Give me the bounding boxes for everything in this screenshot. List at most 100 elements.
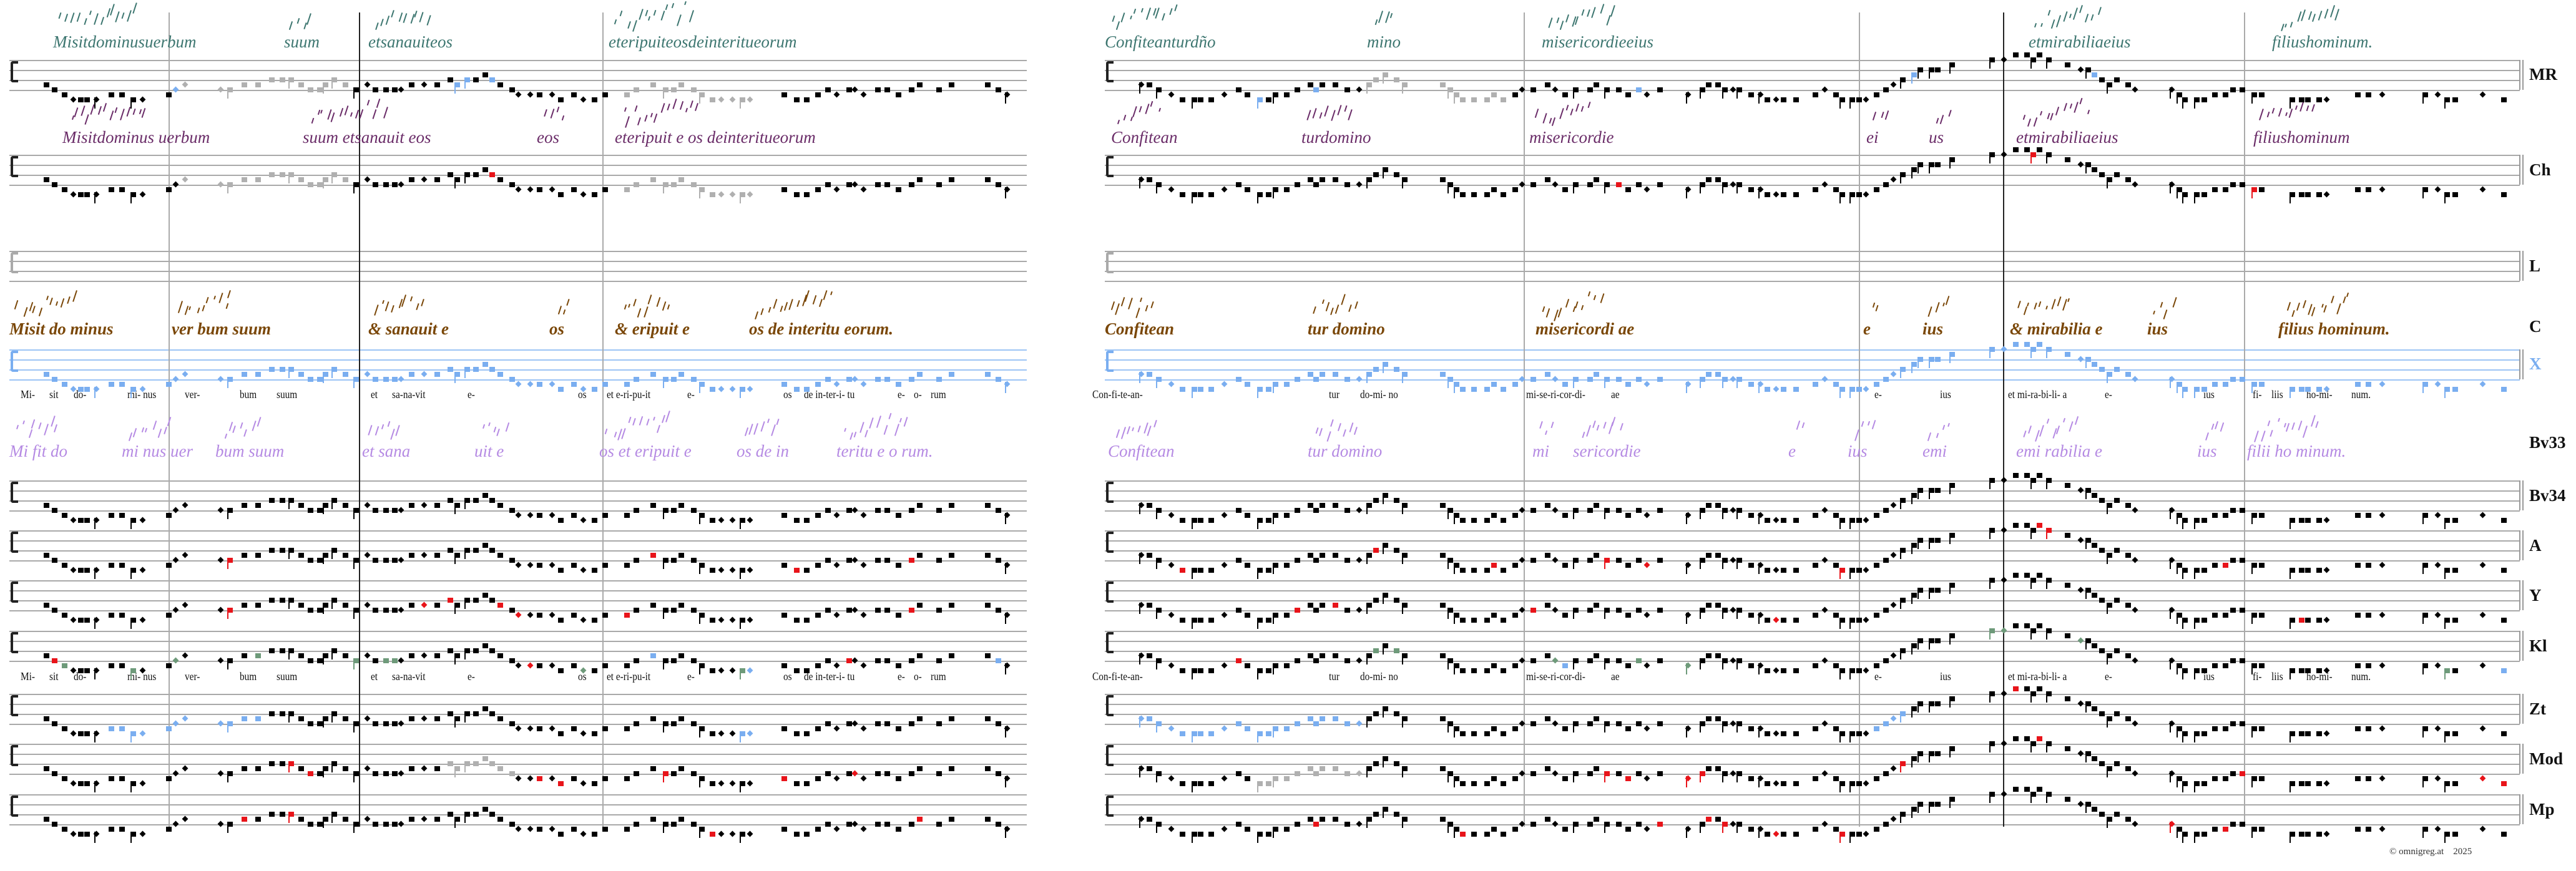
- lyric-syllable: sa-na-vit: [392, 670, 426, 683]
- neume-note: [51, 377, 57, 382]
- neume-stem: [2045, 347, 2047, 358]
- neume-stem: [1911, 362, 1913, 373]
- neume-note: [2452, 832, 2459, 837]
- neume-note: [1332, 82, 1338, 87]
- neume-stem: [288, 648, 290, 659]
- neume-note: [434, 372, 440, 377]
- staff-line: [1105, 349, 2520, 351]
- neume-note: [718, 830, 725, 837]
- neume-note: [860, 725, 867, 732]
- neume-note: [119, 187, 125, 192]
- neume-note: [909, 771, 915, 776]
- neume-note: [678, 603, 685, 608]
- neume-stem: [1917, 701, 1919, 713]
- neume-note: [2379, 611, 2386, 618]
- neume-note: [409, 553, 415, 558]
- neume-note: [896, 776, 902, 781]
- neume-note: [353, 182, 360, 187]
- neume-stroke: [672, 99, 677, 109]
- neume-note: [2501, 618, 2507, 623]
- neume-stroke: [375, 22, 379, 31]
- neume-note: [298, 372, 304, 377]
- neume-note: [1899, 367, 1906, 372]
- neume-note: [1156, 508, 1162, 513]
- lyric-syllable: et e-ri-pu-it: [607, 388, 651, 401]
- neume-note: [2125, 766, 2132, 771]
- neume-note: [44, 766, 49, 771]
- neume-stem: [2290, 618, 2291, 629]
- neume-stem: [322, 766, 324, 777]
- neume-note: [1198, 97, 1204, 102]
- neume-note: [2176, 663, 2182, 668]
- neume-stem: [1447, 658, 1449, 669]
- staff-line: [1105, 651, 2520, 652]
- neume-stroke: [164, 427, 168, 435]
- neume-note: [166, 663, 172, 668]
- neume-note: [571, 827, 577, 832]
- neume-note: [537, 563, 543, 568]
- staff-line: [9, 704, 1027, 705]
- neume-note: [633, 822, 639, 827]
- neume-stem: [2030, 478, 2032, 489]
- neume-stem: [1272, 726, 1274, 737]
- neume-note: [1748, 613, 1755, 618]
- neume-stroke: [903, 417, 908, 427]
- neume-note: [2501, 568, 2507, 573]
- c-clef-icon: [11, 252, 18, 273]
- neume-note: [2085, 588, 2092, 593]
- neume-note: [1235, 508, 1241, 513]
- neume-note: [1373, 648, 1379, 653]
- neume-stem: [1257, 568, 1259, 579]
- neume-note: [2323, 517, 2330, 523]
- neume-note: [2045, 152, 2052, 157]
- neume-note: [1604, 721, 1610, 726]
- neume-stroke: [228, 422, 233, 431]
- neume-note: [1156, 822, 1162, 827]
- neume-stem: [739, 192, 741, 203]
- manuscript-text-bv33: os et eripuit e: [599, 442, 692, 460]
- neume-stem: [2085, 538, 2087, 549]
- neume-stroke: [1116, 21, 1120, 30]
- neume-note: [331, 761, 338, 766]
- manuscript-text-ch: filiushominum: [2253, 128, 2350, 147]
- c-clef-icon: [1106, 796, 1114, 817]
- neume-note: [342, 716, 348, 721]
- neume-stem: [2106, 716, 2108, 727]
- neume-stem: [288, 761, 290, 772]
- neume-note: [1471, 192, 1477, 197]
- neume-note: [139, 830, 145, 837]
- neume-note: [1484, 387, 1490, 392]
- neume-note: [509, 558, 515, 563]
- neume-note: [1366, 82, 1373, 87]
- neume-note: [1307, 553, 1313, 558]
- neume-note: [130, 192, 137, 197]
- neume-stroke: [648, 16, 651, 21]
- neume-stem: [2251, 513, 2253, 524]
- neume-note: [1491, 187, 1497, 192]
- neume-note: [670, 608, 677, 613]
- neume-note: [1911, 72, 1917, 77]
- neume-stroke: [1619, 423, 1623, 431]
- neume-note: [698, 92, 705, 97]
- neume-note: [2379, 662, 2386, 669]
- neume-note: [1530, 508, 1536, 513]
- neume-note: [77, 668, 84, 673]
- neume-note: [2125, 716, 2132, 721]
- neume-note: [793, 568, 800, 573]
- lyric-syllable: o-: [914, 388, 922, 401]
- neume-stem: [2106, 553, 2108, 564]
- neume-stroke: [1542, 306, 1545, 313]
- neume-stroke: [2308, 11, 2312, 20]
- neume-note: [2114, 711, 2120, 716]
- neume-note: [473, 648, 479, 653]
- neume-note: [537, 92, 543, 97]
- neume-note: [1168, 775, 1175, 782]
- neume-stem: [2085, 638, 2087, 650]
- neume-note: [322, 503, 328, 508]
- neume-stroke: [544, 109, 547, 117]
- neume-note: [2194, 781, 2200, 786]
- neume-note: [1935, 357, 1941, 362]
- neume-stem: [1156, 771, 1158, 782]
- neume-note: [1544, 716, 1550, 721]
- neume-stem: [662, 508, 664, 519]
